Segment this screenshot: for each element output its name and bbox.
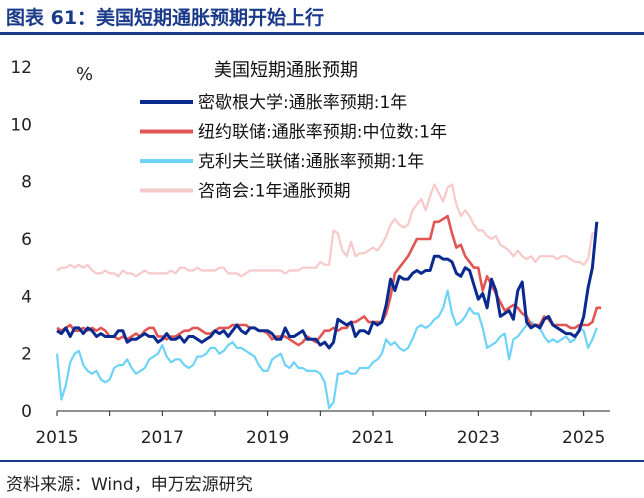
y-tick-label: 2 (21, 345, 32, 365)
source-note: 资料来源：Wind，申万宏源研究 (6, 475, 253, 495)
x-axis-labels: 2015 2017 2019 2021 2023 2025 (35, 428, 605, 448)
legend-label: 咨商会:1年通胀预期 (198, 182, 351, 202)
figure-title: 图表 61：美国短期通胀预期开始上行 (6, 7, 325, 29)
legend-label: 纽约联储:通胀率预期:中位数:1年 (198, 123, 447, 143)
legend-label: 密歇根大学:通胀率预期:1年 (198, 93, 407, 113)
y-tick-label: 8 (21, 173, 32, 193)
series-line-2 (56, 214, 602, 347)
y-tick-label: 0 (21, 402, 32, 422)
y-tick-label: 4 (21, 287, 32, 307)
y-axis-labels: 0 2 4 6 8 10 12 (10, 58, 32, 422)
x-tick-label: 2019 (246, 428, 289, 448)
x-tick-label: 2023 (457, 428, 500, 448)
x-axis-ticks (56, 411, 585, 416)
legend-label: 克利夫兰联储:通胀率预期:1年 (198, 152, 424, 172)
series-line-3 (55, 289, 598, 410)
x-tick-label: 2017 (141, 428, 184, 448)
y-tick-label: 12 (10, 58, 32, 78)
source-rule (0, 460, 644, 462)
series-line-4 (56, 183, 597, 278)
x-tick-label: 2015 (35, 428, 78, 448)
line-chart: 0 2 4 6 8 10 12 2015 2017 2019 2021 2023 2025 % 美国短… (10, 58, 610, 448)
y-tick-label: 10 (10, 115, 32, 135)
x-tick-label: 2025 (562, 428, 605, 448)
chart-title: 美国短期通胀预期 (214, 60, 358, 81)
title-rule (0, 32, 644, 35)
series-lines (55, 183, 602, 410)
y-unit-label: % (76, 64, 93, 85)
series-line-1 (56, 221, 599, 350)
legend: 密歇根大学:通胀率预期:1年纽约联储:通胀率预期:中位数:1年克利夫兰联储:通胀… (140, 93, 447, 202)
y-tick-label: 6 (21, 230, 32, 250)
x-tick-label: 2021 (351, 428, 394, 448)
